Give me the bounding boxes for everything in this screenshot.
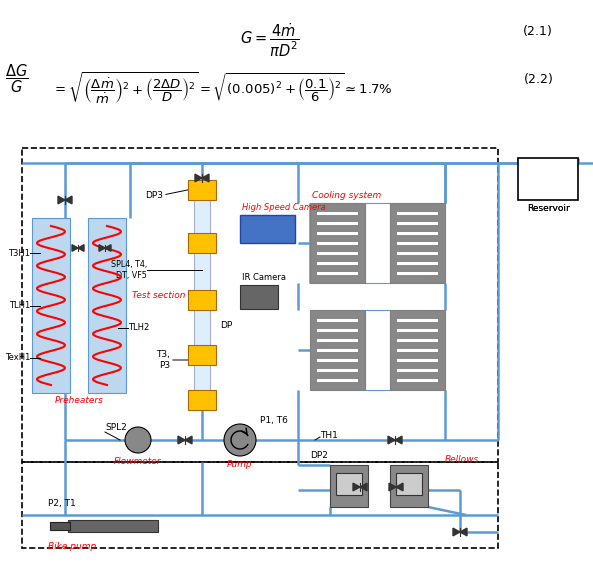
Bar	[317, 338, 358, 342]
Polygon shape	[453, 528, 467, 536]
Bar	[397, 359, 438, 361]
Bar	[240, 285, 278, 309]
Circle shape	[224, 424, 256, 456]
Text: Flowmeter: Flowmeter	[114, 457, 162, 466]
Bar	[22, 148, 498, 462]
Bar	[390, 203, 445, 283]
Bar	[317, 232, 358, 234]
Polygon shape	[72, 244, 84, 251]
Bar	[518, 158, 578, 200]
Polygon shape	[99, 244, 111, 251]
Text: $G = \dfrac{4\dot{m}}{\pi D^2}$: $G = \dfrac{4\dot{m}}{\pi D^2}$	[240, 22, 299, 59]
Bar	[397, 252, 438, 255]
Text: Cooling system: Cooling system	[312, 191, 381, 200]
Bar	[397, 338, 438, 342]
Bar	[188, 290, 216, 310]
Bar	[317, 221, 358, 224]
Bar	[240, 215, 295, 243]
Polygon shape	[178, 436, 192, 444]
Bar	[397, 242, 438, 244]
Bar	[317, 271, 358, 274]
Text: SPL4, T4,
DT, VF5: SPL4, T4, DT, VF5	[111, 260, 147, 280]
Bar	[317, 359, 358, 361]
Bar	[50, 522, 70, 530]
Bar	[32, 218, 70, 393]
Bar	[88, 218, 126, 393]
Text: SPL2: SPL2	[105, 423, 127, 432]
Bar	[188, 345, 216, 365]
Bar	[317, 252, 358, 255]
Bar	[317, 261, 358, 265]
Bar	[397, 261, 438, 265]
Text: Bike pump: Bike pump	[48, 542, 96, 551]
Bar	[317, 319, 358, 321]
Text: Reservoir: Reservoir	[527, 204, 569, 213]
Bar	[317, 211, 358, 215]
Polygon shape	[388, 436, 402, 444]
Bar	[317, 348, 358, 351]
Bar	[365, 203, 390, 283]
Bar	[365, 310, 390, 390]
Text: TLH1: TLH1	[9, 301, 30, 310]
Text: $(2.2)$: $(2.2)$	[523, 70, 553, 85]
Text: DP3: DP3	[145, 191, 163, 200]
Bar	[188, 233, 216, 253]
Text: DP2: DP2	[310, 451, 328, 460]
Bar	[397, 378, 438, 382]
Text: IR Camera: IR Camera	[242, 273, 286, 282]
Polygon shape	[389, 483, 403, 491]
Polygon shape	[195, 174, 209, 182]
Bar	[397, 271, 438, 274]
Bar	[22, 462, 498, 548]
Bar	[317, 369, 358, 371]
Text: Bellows: Bellows	[445, 455, 479, 465]
Bar	[188, 390, 216, 410]
Text: $= \sqrt{\left(\dfrac{\Delta \dot{m}}{\dot{m}}\right)^2 + \left(\dfrac{2\Delta D: $= \sqrt{\left(\dfrac{\Delta \dot{m}}{\d…	[52, 70, 393, 106]
Text: Pump: Pump	[227, 460, 253, 469]
Polygon shape	[353, 483, 367, 491]
Bar	[310, 203, 365, 283]
Text: TH1: TH1	[320, 430, 338, 439]
Bar	[68, 520, 158, 532]
Text: T3H1: T3H1	[8, 248, 30, 257]
Text: Preheaters: Preheaters	[55, 396, 103, 405]
Bar	[188, 180, 216, 200]
Bar	[397, 232, 438, 234]
Bar	[310, 310, 365, 390]
Bar	[390, 310, 445, 390]
Text: Reservoir: Reservoir	[527, 204, 569, 213]
Text: $\dfrac{\Delta G}{G}$: $\dfrac{\Delta G}{G}$	[5, 62, 28, 94]
Bar	[397, 221, 438, 224]
Bar	[396, 473, 422, 495]
Text: $(2.1)$: $(2.1)$	[522, 22, 553, 38]
Bar	[317, 378, 358, 382]
Circle shape	[125, 427, 151, 453]
Text: P2, T1: P2, T1	[48, 499, 76, 508]
Bar	[317, 242, 358, 244]
Bar	[330, 465, 368, 507]
Text: High Speed Camera: High Speed Camera	[242, 203, 326, 212]
Text: Test section: Test section	[132, 291, 185, 300]
Bar	[397, 319, 438, 321]
Bar	[397, 211, 438, 215]
Bar	[336, 473, 362, 495]
Polygon shape	[58, 196, 72, 204]
Text: DP: DP	[220, 320, 232, 329]
Bar	[194, 185, 210, 403]
Bar	[390, 465, 428, 507]
Bar	[317, 329, 358, 332]
Bar	[397, 348, 438, 351]
Bar	[397, 369, 438, 371]
Text: TLH2: TLH2	[128, 324, 149, 333]
Text: T3,
P3: T3, P3	[156, 350, 170, 370]
Text: TexH1: TexH1	[5, 353, 30, 362]
Bar	[397, 329, 438, 332]
Text: P1, T6: P1, T6	[260, 416, 288, 425]
